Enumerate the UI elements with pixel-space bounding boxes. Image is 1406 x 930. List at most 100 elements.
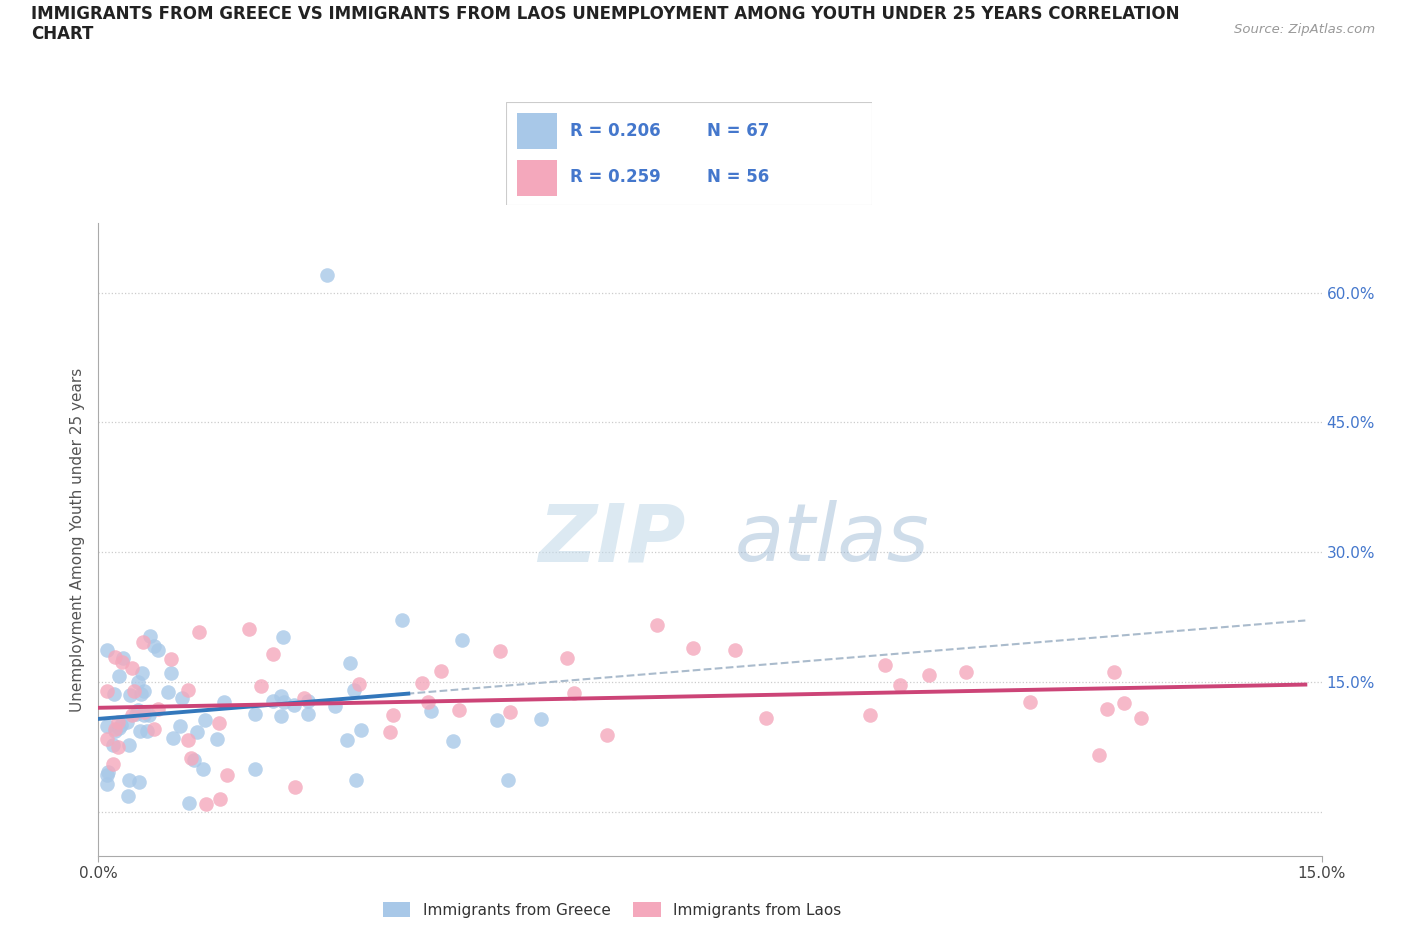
Point: [125, 706, 148, 721]
Point: [157, 684, 180, 699]
Point: [117, 737, 139, 752]
Point: [183, 753, 205, 768]
Point: [117, 789, 139, 804]
Point: [382, 708, 405, 723]
Point: [273, 695, 295, 710]
Point: [682, 641, 704, 656]
Text: N = 56: N = 56: [707, 168, 769, 186]
Point: [132, 634, 155, 649]
Point: [212, 695, 235, 710]
Point: [110, 717, 132, 732]
Point: [217, 767, 239, 782]
Text: IMMIGRANTS FROM GREECE VS IMMIGRANTS FROM LAOS UNEMPLOYMENT AMONG YOUTH UNDER 25: IMMIGRANTS FROM GREECE VS IMMIGRANTS FRO…: [31, 5, 1180, 44]
Point: [194, 712, 217, 727]
Point: [96, 732, 118, 747]
Point: [111, 655, 134, 670]
Legend: Immigrants from Greece, Immigrants from Laos: Immigrants from Greece, Immigrants from …: [377, 896, 848, 923]
Point: [451, 632, 474, 647]
Point: [208, 791, 231, 806]
Point: [447, 702, 470, 717]
Point: [104, 722, 127, 737]
Point: [96, 768, 118, 783]
Point: [103, 686, 125, 701]
Point: [1095, 701, 1118, 716]
Point: [1019, 695, 1042, 710]
Point: [128, 774, 150, 789]
Point: [724, 642, 747, 657]
Text: Source: ZipAtlas.com: Source: ZipAtlas.com: [1234, 23, 1375, 36]
Point: [420, 704, 443, 719]
Point: [122, 684, 145, 698]
Point: [121, 660, 143, 675]
Point: [270, 689, 292, 704]
Text: R = 0.206: R = 0.206: [571, 122, 661, 140]
Point: [1087, 748, 1109, 763]
Point: [121, 708, 143, 723]
Point: [859, 708, 882, 723]
Point: [115, 715, 138, 730]
Point: [132, 684, 155, 698]
Point: [1130, 711, 1153, 725]
Point: [111, 651, 134, 666]
Point: [187, 624, 209, 639]
Point: [177, 732, 200, 747]
Point: [132, 708, 155, 723]
Point: [118, 772, 141, 787]
Point: [139, 628, 162, 643]
Point: [96, 684, 118, 698]
Point: [441, 734, 464, 749]
Point: [96, 777, 118, 791]
Point: [205, 731, 228, 746]
Point: [530, 711, 553, 726]
Point: [108, 721, 131, 736]
Point: [755, 711, 778, 725]
Point: [1102, 665, 1125, 680]
Point: [146, 702, 169, 717]
Point: [191, 762, 214, 777]
Point: [391, 613, 413, 628]
Point: [195, 796, 218, 811]
Point: [128, 724, 150, 738]
Point: [647, 618, 669, 632]
Point: [1112, 696, 1135, 711]
Point: [172, 690, 194, 705]
Point: [596, 727, 619, 742]
Text: N = 67: N = 67: [707, 122, 769, 140]
Point: [262, 693, 284, 708]
Point: [486, 713, 509, 728]
Point: [101, 756, 124, 771]
Point: [562, 685, 585, 700]
Point: [873, 658, 896, 673]
Point: [97, 764, 120, 779]
Point: [118, 688, 141, 703]
Point: [243, 706, 266, 721]
FancyBboxPatch shape: [517, 113, 557, 150]
Text: R = 0.259: R = 0.259: [571, 168, 661, 186]
Point: [131, 666, 153, 681]
Point: [955, 665, 977, 680]
Point: [169, 719, 191, 734]
Point: [245, 761, 267, 776]
Point: [489, 644, 512, 658]
Point: [283, 698, 305, 712]
FancyBboxPatch shape: [517, 160, 557, 196]
Point: [336, 733, 359, 748]
Point: [416, 695, 439, 710]
Point: [411, 675, 433, 690]
Point: [177, 795, 200, 810]
Point: [180, 751, 202, 765]
Point: [159, 666, 181, 681]
Point: [430, 663, 453, 678]
Text: atlas: atlas: [735, 500, 929, 578]
Point: [918, 668, 941, 683]
Point: [323, 698, 346, 713]
Y-axis label: Unemployment Among Youth under 25 years: Unemployment Among Youth under 25 years: [70, 367, 86, 711]
Point: [177, 683, 200, 698]
Point: [96, 719, 118, 734]
Point: [250, 679, 273, 694]
Point: [96, 643, 118, 658]
Point: [148, 643, 170, 658]
Point: [342, 683, 364, 698]
Point: [162, 731, 184, 746]
Point: [270, 709, 292, 724]
